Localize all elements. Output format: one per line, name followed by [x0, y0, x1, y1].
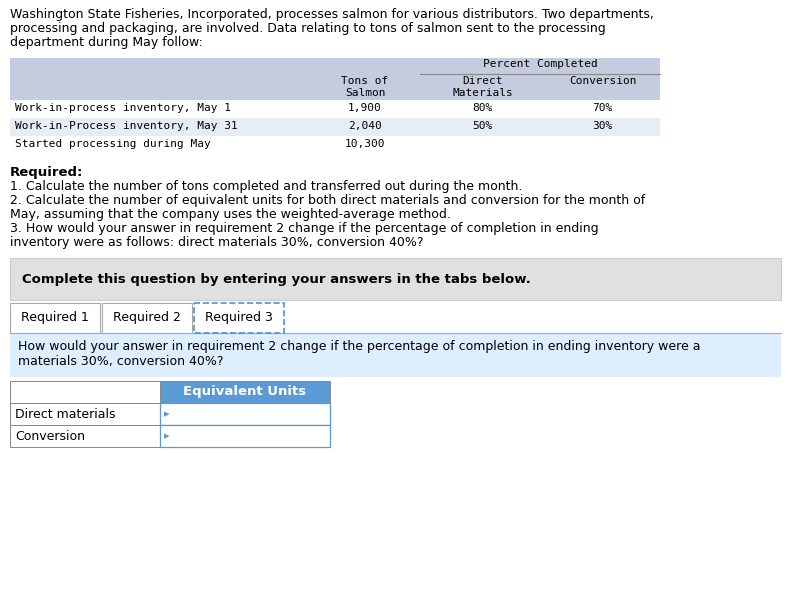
- Text: Equivalent Units: Equivalent Units: [184, 385, 307, 398]
- Text: 1,900: 1,900: [348, 103, 382, 113]
- Text: Required 3: Required 3: [205, 311, 273, 325]
- Bar: [160, 381, 330, 403]
- Text: 50%: 50%: [472, 121, 493, 131]
- Text: 2. Calculate the number of equivalent units for both direct materials and conver: 2. Calculate the number of equivalent un…: [10, 194, 645, 207]
- Bar: [10, 118, 660, 136]
- Text: 3. How would your answer in requirement 2 change if the percentage of completion: 3. How would your answer in requirement …: [10, 222, 599, 235]
- Text: Direct
Materials: Direct Materials: [452, 76, 513, 98]
- Bar: [102, 303, 192, 333]
- Text: 2,040: 2,040: [348, 121, 382, 131]
- Bar: [160, 403, 330, 425]
- Text: ▸: ▸: [164, 431, 169, 441]
- Text: 1. Calculate the number of tons completed and transferred out during the month.: 1. Calculate the number of tons complete…: [10, 180, 522, 193]
- Text: Work-in-Process inventory, May 31: Work-in-Process inventory, May 31: [15, 121, 238, 131]
- Bar: [10, 58, 660, 154]
- Text: Required 1: Required 1: [21, 311, 89, 325]
- Text: Percent Completed: Percent Completed: [483, 59, 597, 69]
- Text: Complete this question by entering your answers in the tabs below.: Complete this question by entering your …: [22, 272, 531, 286]
- Text: Work-in-process inventory, May 1: Work-in-process inventory, May 1: [15, 103, 231, 113]
- Bar: [10, 333, 781, 377]
- Text: Conversion: Conversion: [15, 430, 85, 443]
- Bar: [10, 403, 160, 425]
- Bar: [160, 425, 330, 447]
- Text: Washington State Fisheries, Incorporated, processes salmon for various distribut: Washington State Fisheries, Incorporated…: [10, 8, 654, 21]
- Text: department during May follow:: department during May follow:: [10, 36, 202, 49]
- Text: 30%: 30%: [592, 121, 612, 131]
- Bar: [10, 100, 660, 118]
- Bar: [10, 425, 160, 447]
- Text: Started processing during May: Started processing during May: [15, 139, 210, 149]
- Text: How would your answer in requirement 2 change if the percentage of completion in: How would your answer in requirement 2 c…: [18, 340, 701, 353]
- Text: Conversion: Conversion: [569, 76, 636, 86]
- Bar: [10, 258, 781, 300]
- Text: inventory were as follows: direct materials 30%, conversion 40%?: inventory were as follows: direct materi…: [10, 236, 423, 249]
- Text: processing and packaging, are involved. Data relating to tons of salmon sent to : processing and packaging, are involved. …: [10, 22, 606, 35]
- Bar: [10, 381, 160, 403]
- Text: 70%: 70%: [592, 103, 612, 113]
- Text: materials 30%, conversion 40%?: materials 30%, conversion 40%?: [18, 355, 224, 368]
- Text: ▸: ▸: [164, 409, 169, 419]
- Text: Required:: Required:: [10, 166, 83, 179]
- Text: Direct materials: Direct materials: [15, 407, 115, 421]
- Text: 80%: 80%: [472, 103, 493, 113]
- Bar: [10, 303, 100, 333]
- Text: Required 2: Required 2: [113, 311, 181, 325]
- Bar: [10, 136, 660, 154]
- Bar: [194, 303, 284, 333]
- Text: May, assuming that the company uses the weighted-average method.: May, assuming that the company uses the …: [10, 208, 451, 221]
- Text: Tons of
Salmon: Tons of Salmon: [342, 76, 388, 98]
- Bar: [420, 58, 660, 74]
- Text: 10,300: 10,300: [345, 139, 385, 149]
